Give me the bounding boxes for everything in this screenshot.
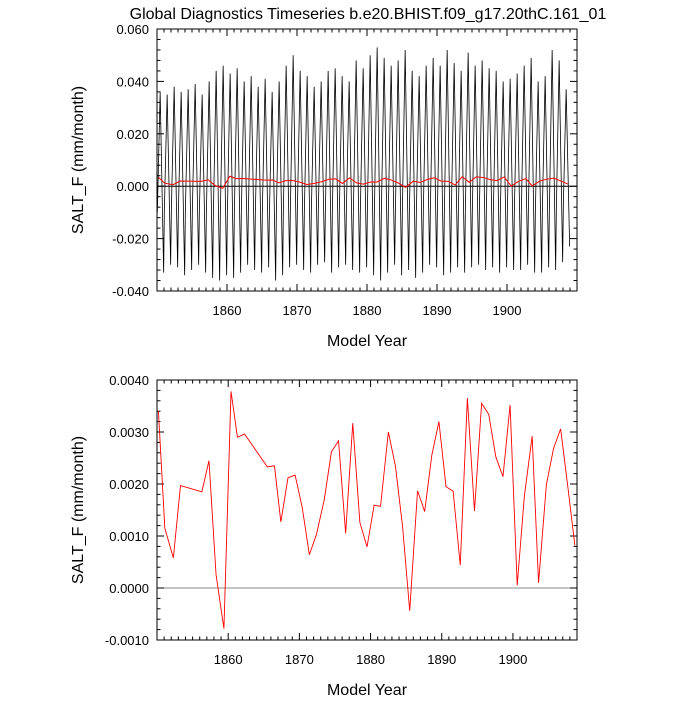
top-y-tick-label: -0.020 [112, 232, 149, 247]
bottom-y-axis-label: SALT_F (mm/month) [70, 436, 87, 584]
panel-bottom: 1860 1870 1880 1890 1900 -0.0010 0.0000 0.0010 0… [70, 373, 578, 699]
top-x-tick-label: 1890 [423, 303, 452, 318]
top-y-tick-label: 0.020 [116, 127, 149, 142]
bottom-x-tick-label: 1890 [427, 652, 456, 667]
top-monthly-series-line [156, 47, 571, 281]
bottom-y-tick-label: 0.0040 [109, 373, 149, 388]
top-plot-frame [156, 28, 578, 292]
top-x-tick-label: 1900 [493, 303, 522, 318]
top-x-tick-label: 1860 [213, 303, 242, 318]
bottom-x-tick-label: 1860 [214, 652, 243, 667]
bottom-x-axis-label: Model Year [327, 682, 408, 699]
bottom-x-tick-label: 1880 [356, 652, 385, 667]
bottom-plot-frame [156, 379, 578, 641]
top-annual-series-line [158, 175, 569, 189]
top-x-tick-label: 1880 [353, 303, 382, 318]
top-y-tick-label: 0.000 [116, 179, 149, 194]
top-x-tick-label: 1870 [283, 303, 312, 318]
bottom-y-tick-label: 0.0000 [109, 581, 149, 596]
bottom-y-tick-label: 0.0010 [109, 529, 149, 544]
bottom-x-tick-label: 1870 [285, 652, 314, 667]
top-y-tick-label: 0.040 [116, 74, 149, 89]
bottom-y-tick-label: -0.0010 [105, 633, 149, 648]
top-y-tick-label: 0.060 [116, 22, 149, 37]
figure-title: Global Diagnostics Timeseries b.e20.BHIS… [130, 6, 607, 23]
bottom-x-tick-label: 1900 [498, 652, 527, 667]
top-y-axis-label: SALT_F (mm/month) [70, 86, 87, 234]
bottom-y-tick-label: 0.0020 [109, 477, 149, 492]
top-x-axis-label: Model Year [327, 333, 408, 350]
top-y-tick-label: -0.040 [112, 284, 149, 299]
bottom-series-line-0 [157, 391, 576, 629]
bottom-y-tick-label: 0.0030 [109, 425, 149, 440]
panel-top: 1860 1870 1880 1890 1900 -0.040 -0.020 0.000 0.0… [70, 22, 578, 350]
